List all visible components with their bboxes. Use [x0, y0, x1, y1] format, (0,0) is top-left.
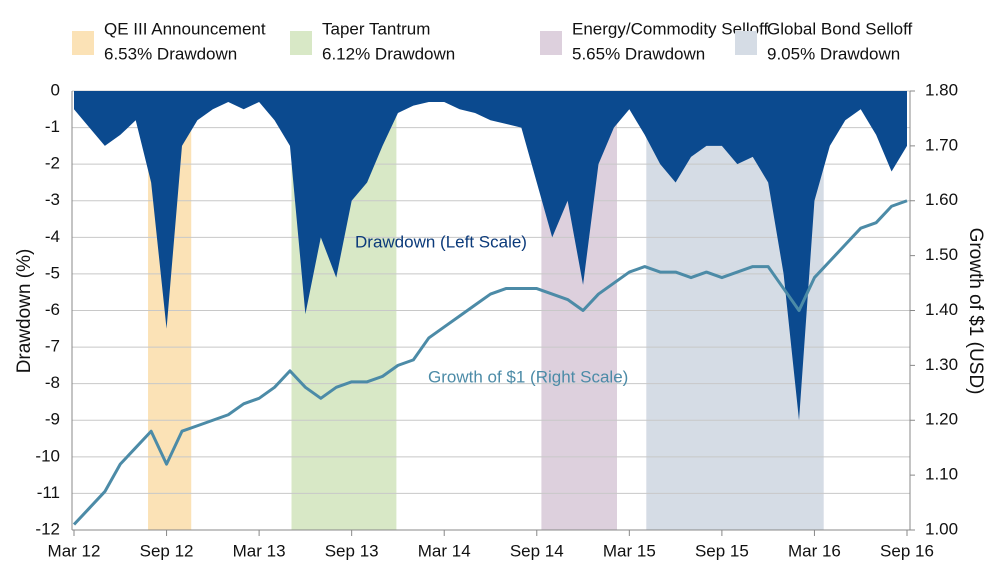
growth-line [72, 199, 908, 526]
legend-note: 5.65% Drawdown [572, 44, 705, 63]
y-axis-label: Drawdown (%) [14, 249, 35, 374]
y2-tick-label: 1.70 [925, 135, 958, 154]
y2-tick-label: 1.80 [925, 80, 958, 99]
x-tick-label: Sep 16 [880, 541, 934, 560]
y-tick-label: -2 [45, 154, 60, 173]
y-tick-label: -6 [45, 300, 60, 319]
y2-tick-label: 1.50 [925, 245, 958, 264]
y-tick-label: -8 [45, 373, 60, 392]
annotation: Growth of $1 (Right Scale) [428, 367, 628, 386]
legend-label: Energy/Commodity Selloff [572, 19, 768, 38]
x-tick-label: Mar 16 [788, 541, 841, 560]
y-tick-label: -1 [45, 117, 60, 136]
legend-swatch [540, 31, 562, 55]
x-tick-label: Sep 12 [140, 541, 194, 560]
x-tick-label: Mar 12 [48, 541, 101, 560]
y2-tick-label: 1.10 [925, 465, 958, 484]
y-tick-label: -5 [45, 263, 60, 282]
y2-tick-label: 1.00 [925, 519, 958, 538]
y-tick-label: -11 [37, 483, 60, 502]
y-tick-label: -3 [45, 190, 60, 209]
y-tick-label: -10 [35, 446, 60, 465]
y-tick-label: 0 [51, 80, 60, 99]
legend-note: 9.05% Drawdown [767, 44, 900, 63]
legend-label: Global Bond Selloff [767, 19, 913, 38]
y-tick-label: -7 [45, 337, 60, 356]
legend-label: QE III Announcement [104, 19, 266, 38]
legend-note: 6.53% Drawdown [104, 44, 237, 63]
annotation: Drawdown (Left Scale) [355, 232, 527, 251]
legend-label: Taper Tantrum [322, 19, 430, 38]
y2-axis-label: Growth of $1 (USD) [965, 228, 986, 395]
x-tick-label: Mar 14 [418, 541, 471, 560]
y2-tick-label: 1.60 [925, 190, 958, 209]
y-tick-label: -4 [45, 227, 60, 246]
legend-swatch [72, 31, 94, 55]
y2-tick-label: 1.40 [925, 300, 958, 319]
x-tick-label: Sep 14 [510, 541, 564, 560]
legend-swatch [290, 31, 312, 55]
drawdown-area [74, 91, 907, 421]
y2-tick-label: 1.30 [925, 355, 958, 374]
legend-swatch [735, 31, 757, 55]
legend-note: 6.12% Drawdown [322, 44, 455, 63]
y-tick-label: -9 [45, 410, 60, 429]
x-tick-label: Mar 13 [233, 541, 286, 560]
x-tick-label: Sep 15 [695, 541, 749, 560]
x-tick-label: Mar 15 [603, 541, 656, 560]
y-tick-label: -12 [35, 519, 60, 538]
y2-tick-label: 1.20 [925, 410, 958, 429]
x-tick-label: Sep 13 [325, 541, 379, 560]
